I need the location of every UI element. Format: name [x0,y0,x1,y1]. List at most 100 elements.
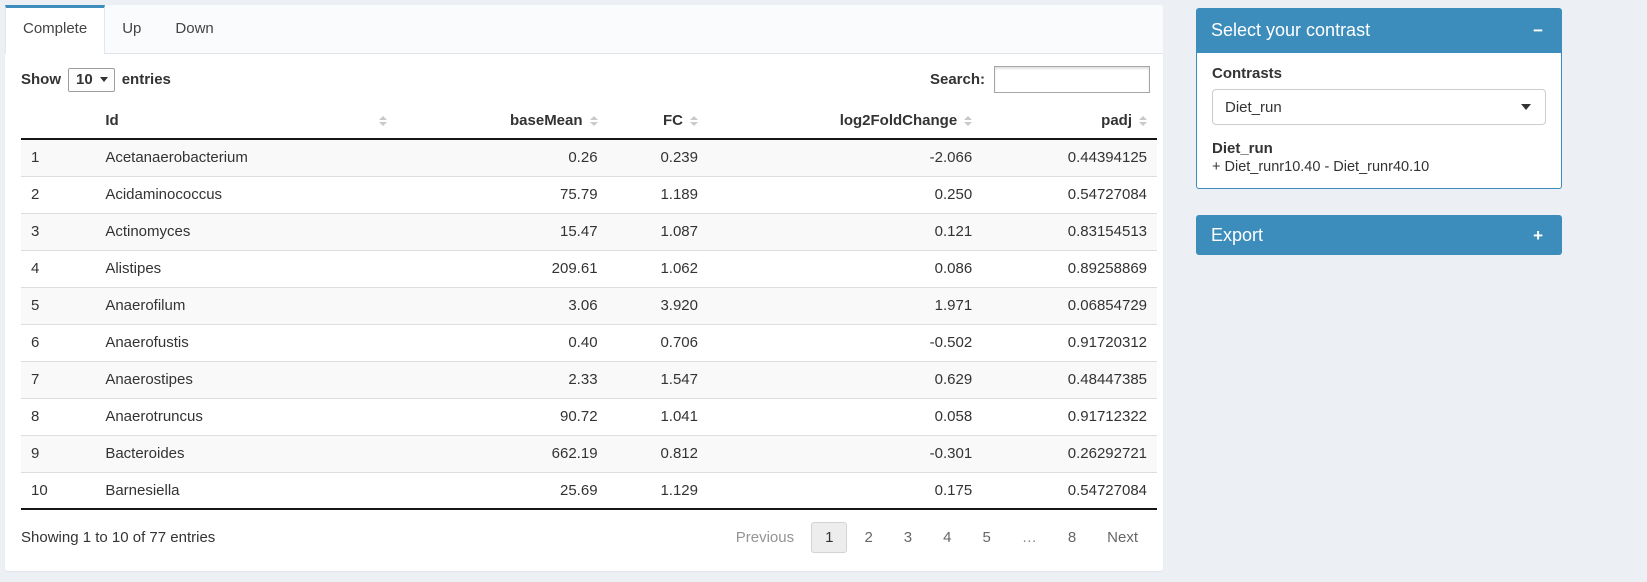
table-info: Showing 1 to 10 of 77 entries [21,529,216,546]
column-header-fc[interactable]: FC [607,103,708,140]
pagination-page-3[interactable]: 3 [903,529,913,546]
column-header-id[interactable]: Id [95,103,397,140]
search-input[interactable] [994,66,1150,93]
cell-fc: 0.706 [607,323,708,361]
cell-row-index: 1 [21,138,96,176]
cell-row-index: 5 [21,286,96,324]
cell-id: Anaerofustis [95,323,397,361]
collapse-plus-icon[interactable]: + [1533,225,1543,245]
contrast-box-title: Select your contrast [1211,20,1371,40]
column-label: log2FoldChange [839,112,958,129]
cell-fc: 0.239 [607,138,708,176]
cell-log2foldchange: -0.301 [707,434,983,472]
table-row: 2 Acidaminococcus 75.79 1.189 0.250 0.5472708… [21,175,1157,213]
cell-fc: 1.087 [607,212,708,250]
page-length-select[interactable]: 10 [68,67,115,92]
pagination-ellipsis: … [1021,529,1037,546]
contrasts-label: Contrasts [1212,65,1283,82]
table-row: 5 Anaerofilum 3.06 3.920 1.971 0.06854729 [21,286,1157,324]
page-length-control: Show 10 entries [21,67,171,92]
cell-basemean: 25.69 [396,471,608,509]
table-row: 6 Anaerofustis 0.40 0.706 -0.502 0.91720312 [21,323,1157,361]
export-box-header: Export + [1196,215,1562,255]
cell-log2foldchange: 0.175 [707,471,983,509]
column-label: padj [1101,112,1132,129]
contrasts-dropdown[interactable]: Diet_run [1212,89,1546,125]
pagination-page-1[interactable]: 1 [811,522,848,553]
pagination: Previous 1 2 3 4 5 … 8 Next [719,522,1152,553]
search-control: Search: [930,66,1150,93]
export-box-title: Export [1211,224,1264,245]
pagination-page-8[interactable]: 8 [1067,529,1077,546]
cell-row-index: 4 [21,249,96,287]
cell-basemean: 209.61 [396,249,608,287]
table-row: 1 Acetanaerobacterium 0.26 0.239 -2.066 0.443… [21,138,1157,176]
sort-icon [964,115,973,126]
cell-padj: 0.89258869 [982,249,1157,287]
tab-complete[interactable]: Complete [5,5,106,54]
tab-down[interactable]: Down [175,20,214,37]
cell-row-index: 6 [21,323,96,361]
cell-row-index: 7 [21,360,96,398]
column-header-padj[interactable]: padj [982,103,1157,140]
cell-id: Anaerotruncus [95,397,397,435]
cell-log2foldchange: 0.086 [707,249,983,287]
length-prefix-label: Show [21,71,61,88]
cell-padj: 0.26292721 [982,434,1157,472]
contrast-box-body: Contrasts Diet_run Diet_run + Diet_runr1… [1196,53,1562,189]
tab-up[interactable]: Up [122,20,142,37]
cell-log2foldchange: -2.066 [707,138,983,176]
table-row: 7 Anaerostipes 2.33 1.547 0.629 0.48447385 [21,360,1157,398]
cell-padj: 0.91712322 [982,397,1157,435]
cell-fc: 3.920 [607,286,708,324]
cell-padj: 0.48447385 [982,360,1157,398]
cell-row-index: 8 [21,397,96,435]
table-row: 9 Bacteroides 662.19 0.812 -0.301 0.26292721 [21,434,1157,472]
table-row: 10 Barnesiella 25.69 1.129 0.175 0.54727084 [21,471,1157,509]
results-table: Id baseMean FC log2FoldChange padj 1 Acetanae… [21,103,1157,510]
export-box: Export + [1196,215,1562,255]
cell-id: Anaerofilum [95,286,397,324]
cell-id: Anaerostipes [95,360,397,398]
cell-row-index: 3 [21,212,96,250]
column-header-basemean[interactable]: baseMean [396,103,608,140]
pagination-next[interactable]: Next [1107,529,1138,546]
cell-basemean: 0.40 [396,323,608,361]
cell-fc: 1.129 [607,471,708,509]
cell-fc: 1.189 [607,175,708,213]
sidebar: Select your contrast − Contrasts Diet_ru… [1196,8,1562,255]
column-header-log2foldchange[interactable]: log2FoldChange [707,103,983,140]
cell-basemean: 90.72 [396,397,608,435]
cell-id: Alistipes [95,249,397,287]
sort-icon [378,115,387,126]
cell-fc: 1.547 [607,360,708,398]
cell-log2foldchange: 0.250 [707,175,983,213]
sort-icon [589,115,598,126]
results-tab-box: Complete Up Down Show 10 entries Search: [5,5,1163,571]
contrast-box-header: Select your contrast − [1196,8,1562,53]
cell-fc: 1.062 [607,249,708,287]
pagination-page-5[interactable]: 5 [982,529,991,546]
cell-padj: 0.91720312 [982,323,1157,361]
cell-id: Acetanaerobacterium [95,138,397,176]
collapse-minus-icon[interactable]: − [1533,21,1543,40]
contrast-detail-title: Diet_run [1212,140,1273,157]
pagination-previous[interactable]: Previous [735,529,795,546]
tab-content: Show 10 entries Search: Id baseMe [5,54,1163,571]
cell-basemean: 15.47 [396,212,608,250]
cell-id: Acidaminococcus [95,175,397,213]
cell-basemean: 662.19 [396,434,608,472]
sort-icon [689,115,698,126]
cell-basemean: 75.79 [396,175,608,213]
length-suffix-label: entries [121,71,171,88]
cell-basemean: 0.26 [396,138,608,176]
cell-basemean: 3.06 [396,286,608,324]
cell-id: Actinomyces [95,212,397,250]
pagination-page-4[interactable]: 4 [943,529,952,546]
contrast-detail-text: + Diet_runr10.40 - Diet_runr40.10 [1212,159,1430,175]
page-length-value: 10 [76,70,93,88]
contrast-box: Select your contrast − Contrasts Diet_ru… [1196,8,1562,189]
pagination-page-2[interactable]: 2 [864,529,873,546]
table-row: 4 Alistipes 209.61 1.062 0.086 0.89258869 [21,249,1157,287]
